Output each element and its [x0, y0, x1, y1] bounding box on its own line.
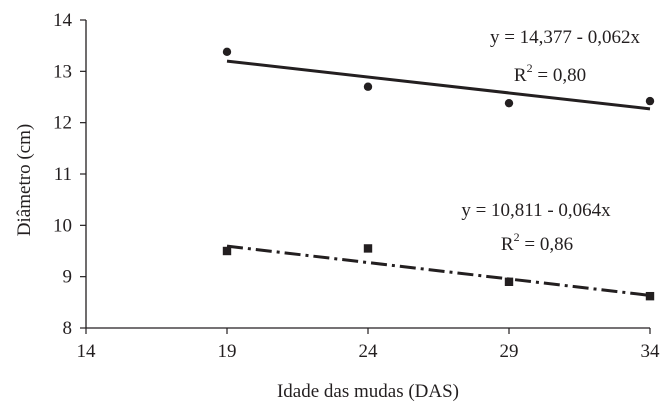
ticks: 14 19 24 29 34 8 9 10 11 12 13 14 — [53, 10, 660, 362]
x-tick-label: 19 — [218, 341, 237, 362]
markers — [222, 47, 655, 301]
series-2-equation: y = 10,811 - 0,064x — [461, 200, 611, 221]
y-tick-label: 10 — [53, 215, 72, 236]
y-tick-label: 11 — [54, 164, 72, 185]
fit-lines — [226, 59, 651, 297]
series-1-r2-value: = 0,80 — [533, 65, 586, 86]
series-1-r2-sup: 2 — [527, 61, 533, 75]
y-tick-label: 12 — [53, 113, 72, 134]
series-1-equation: y = 14,377 - 0,062x — [490, 27, 641, 48]
y-tick-label: 14 — [53, 10, 73, 31]
y-tick-label: 9 — [63, 267, 73, 288]
x-tick-label: 29 — [500, 341, 519, 362]
series-1-point — [222, 47, 232, 57]
y-tick-label: 13 — [53, 61, 72, 82]
x-axis-title: Idade das mudas (DAS) — [277, 381, 459, 402]
x-tick-label: 24 — [359, 341, 379, 362]
series-2-fit-line — [226, 244, 651, 297]
series-2-r2: R2 = 0,86 — [501, 230, 573, 255]
series-2-r2-label: R — [501, 234, 514, 255]
series-2-point — [504, 277, 514, 286]
series-2-point — [363, 244, 373, 253]
series-1-point — [363, 82, 373, 91]
x-tick-label: 34 — [641, 341, 661, 362]
series-2-point — [222, 246, 232, 256]
y-axis-title: Diâmetro (cm) — [14, 124, 35, 236]
x-tick-label: 14 — [77, 341, 97, 362]
series-1-r2-label: R — [514, 65, 527, 86]
series-1-r2: R2 = 0,80 — [514, 61, 586, 86]
series-2-point — [645, 291, 655, 301]
series-2-r2-value: = 0,86 — [520, 234, 573, 255]
series-1-fit-line — [226, 59, 651, 111]
y-tick-label: 8 — [63, 318, 73, 339]
series-2-r2-sup: 2 — [514, 230, 520, 244]
series-1-point — [504, 98, 514, 108]
series-1-point — [645, 96, 655, 106]
